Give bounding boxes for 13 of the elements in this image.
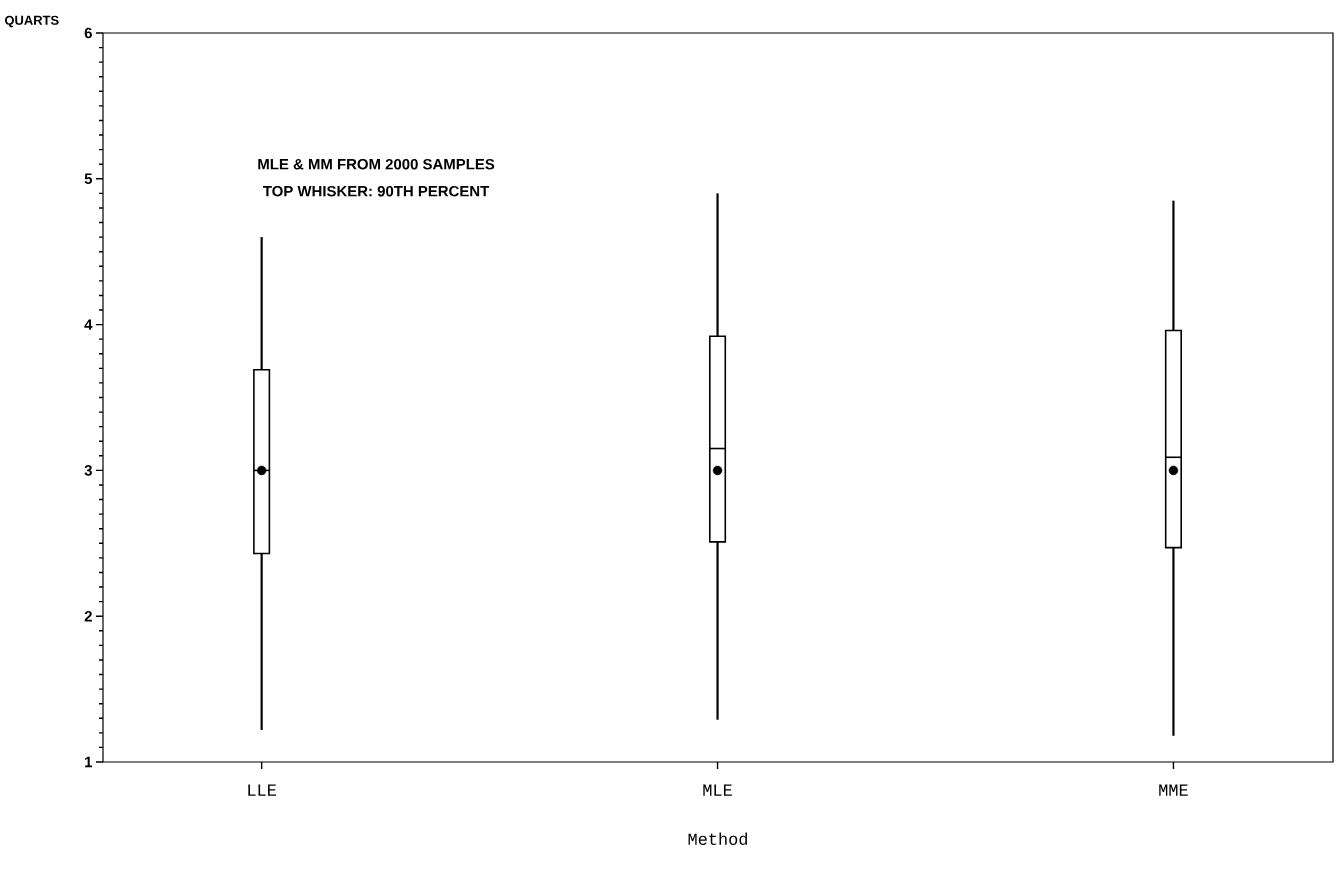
y-tick-label: 6 [84,27,92,39]
x-tick-label: MLE [703,784,732,796]
x-tick-label: LLE [248,784,277,796]
annotation: TOP WHISKER: 90TH PERCENT [263,185,490,197]
y-tick-label: 3 [84,465,92,476]
y-tick-label: 2 [84,610,92,622]
x-axis-title: Method [688,832,747,846]
y-tick-label: 5 [84,173,93,184]
annotation: MLE & MM FROM 2000 SAMPLES [258,158,495,170]
y-tick-label: 4 [84,319,93,330]
y-tick-label: 1 [85,756,93,768]
x-tick-label: MME [1159,784,1188,796]
y-axis-title: QUARTS [4,15,59,28]
